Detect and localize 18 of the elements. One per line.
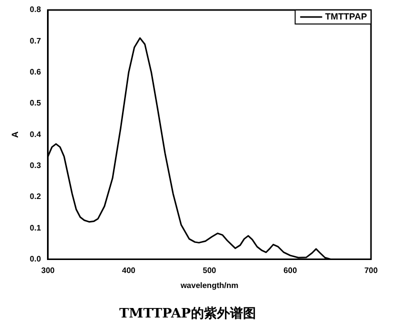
x-tick-label: 300 xyxy=(41,266,56,276)
y-tick-label: 0.8 xyxy=(30,5,42,14)
y-tick-label: 0.1 xyxy=(30,223,42,232)
y-tick-label: 0.2 xyxy=(30,192,42,202)
x-axis-title: wavelength/nm xyxy=(180,280,238,290)
legend-label: TMTTPAP xyxy=(325,11,367,22)
y-tick-label: 0.3 xyxy=(30,160,42,170)
x-tick-label: 400 xyxy=(122,266,136,276)
x-tick-label: 600 xyxy=(284,266,298,276)
text: TMTTPAP的紫外谱图 xyxy=(119,306,256,322)
y-tick-label: 0.5 xyxy=(30,98,42,108)
y-axis-title: A xyxy=(10,130,20,138)
y-tick-label: 0.6 xyxy=(30,68,42,77)
y-tick-label: 0.0 xyxy=(30,254,42,264)
y-tick-label: 0.7 xyxy=(30,36,42,46)
x-tick-label: 500 xyxy=(202,266,217,276)
y-tick-label: 0.4 xyxy=(30,130,42,139)
x-tick-label: 700 xyxy=(364,266,378,276)
